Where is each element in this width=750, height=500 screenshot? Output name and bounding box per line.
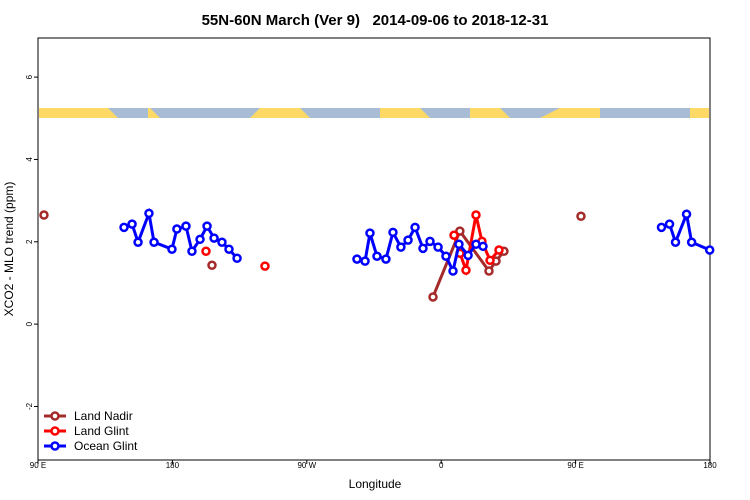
- data-point: [352, 254, 362, 264]
- data-point: [149, 237, 159, 247]
- data-point: [454, 239, 464, 250]
- data-point: [381, 254, 391, 264]
- data-point: [181, 221, 191, 231]
- data-point: [119, 222, 129, 233]
- x-tick-label: 180: [166, 461, 180, 470]
- data-point: [360, 256, 370, 266]
- x-axis-label: Longitude: [349, 477, 402, 491]
- data-point: [428, 292, 438, 302]
- data-point: [403, 235, 413, 245]
- y-axis-label: XCO2 - MLO trend (ppm): [2, 182, 16, 317]
- data-point: [133, 237, 143, 247]
- legend-label: Land Glint: [74, 424, 129, 438]
- data-point: [127, 219, 137, 229]
- data-point: [396, 242, 406, 252]
- data-point: [209, 233, 219, 243]
- legend-marker: [50, 411, 60, 421]
- legend-marker: [50, 441, 60, 451]
- data-point: [232, 253, 242, 264]
- data-point: [217, 237, 227, 247]
- chart-title: 55N-60N March (Ver 9) 2014-09-06 to 2018…: [202, 12, 549, 29]
- x-tick-label: 180: [703, 461, 717, 470]
- data-point: [260, 261, 270, 271]
- data-point: [172, 224, 182, 234]
- data-point: [372, 251, 382, 261]
- legend-label: Land Nadir: [74, 409, 133, 423]
- data-point: [187, 246, 197, 257]
- data-point: [656, 222, 667, 233]
- data-point: [224, 244, 234, 254]
- y-tick-label: 0: [25, 321, 34, 326]
- legend-marker: [50, 426, 60, 436]
- data-point: [365, 228, 375, 238]
- data-point: [576, 211, 586, 222]
- data-point: [39, 210, 49, 220]
- y-tick-label: 6: [25, 74, 34, 79]
- y-tick-label: 2: [25, 239, 34, 244]
- data-point: [410, 222, 420, 233]
- y-tick-label: -2: [25, 402, 34, 410]
- data-point: [418, 243, 428, 254]
- data-point: [441, 251, 451, 261]
- data-point: [471, 210, 481, 220]
- data-point: [388, 227, 398, 238]
- data-point: [704, 245, 715, 255]
- data-point: [494, 245, 504, 255]
- data-point: [167, 244, 177, 254]
- data-point: [485, 255, 495, 266]
- data-point: [195, 234, 205, 245]
- data-point: [670, 237, 681, 247]
- data-point: [207, 260, 217, 271]
- data-point: [433, 242, 443, 252]
- data-point: [144, 208, 154, 219]
- data-point: [202, 221, 212, 231]
- x-tick-label: 90 E: [567, 461, 583, 470]
- data-point: [463, 250, 473, 261]
- x-tick-label: 90 W: [297, 461, 316, 470]
- data-point: [425, 236, 435, 247]
- map-strip: [39, 108, 709, 118]
- y-tick-label: 4: [25, 157, 34, 162]
- data-point: [449, 230, 459, 240]
- x-tick-label: 0: [439, 461, 444, 470]
- data-point: [201, 246, 211, 257]
- data-point: [484, 266, 494, 276]
- data-point: [681, 209, 692, 219]
- data-point: [686, 237, 697, 247]
- data-point: [664, 219, 675, 229]
- legend-label: Ocean Glint: [74, 439, 138, 453]
- data-point: [461, 265, 471, 275]
- data-point: [478, 241, 488, 252]
- data-point: [448, 266, 458, 276]
- x-tick-label: 90 E: [30, 461, 46, 470]
